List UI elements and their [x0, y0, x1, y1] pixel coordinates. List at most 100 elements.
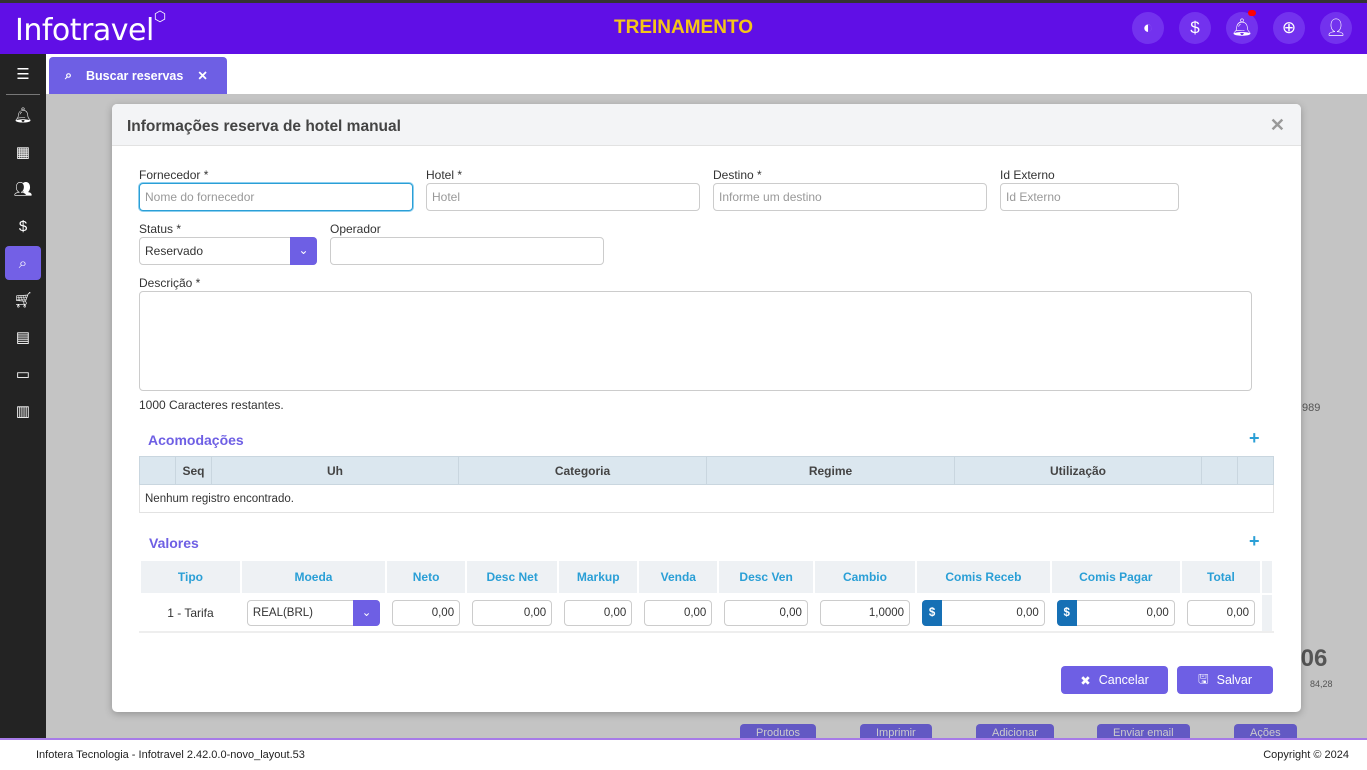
col-header: Categoria [458, 456, 707, 485]
sidebar: ☰ 🔔︎ ▦ 👥︎ $ ⌕ 🛒︎ ▤ ▭ ▥ [0, 54, 46, 738]
destino-label: Destino * [713, 168, 762, 182]
col-header [139, 456, 176, 485]
col-header: Uh [211, 456, 459, 485]
menu-icon[interactable]: ☰ [16, 66, 30, 83]
divider [6, 94, 40, 95]
hotel-input[interactable]: Hotel [426, 183, 700, 211]
col-header: Seq [175, 456, 212, 485]
save-icon: 🖫 [1197, 671, 1209, 686]
user-icon[interactable]: 👤︎ [1320, 12, 1352, 44]
tab-label: Buscar reservas [86, 68, 184, 83]
hotel-label: Hotel * [426, 168, 463, 182]
empty-message: Nenhum registro encontrado. [139, 484, 1274, 513]
col-header [1237, 456, 1274, 485]
operador-input[interactable] [330, 237, 604, 265]
globe-icon[interactable]: ⊕ [1273, 12, 1305, 44]
add-valor-icon[interactable]: + [1249, 531, 1260, 551]
building-icon[interactable]: ▦ [15, 144, 31, 161]
save-button[interactable]: 🖫 Salvar [1177, 666, 1273, 694]
top-header: Infotravel⬡ TREINAMENTO ◐ $ 🔔︎ ⊕ 👤︎ [0, 0, 1367, 54]
modal-title: Informações reserva de hotel manual [127, 118, 401, 135]
bell-icon[interactable]: 🔔︎ [1226, 10, 1258, 44]
col-header: Utilização [954, 456, 1202, 485]
chevron-down-icon[interactable]: ⌄ [353, 600, 381, 626]
cube-icon: ⬡ [153, 9, 166, 25]
status-label: Status * [139, 222, 182, 236]
document-icon[interactable]: ▤ [15, 329, 31, 346]
destino-input[interactable]: Informe um destino [713, 183, 987, 211]
chevron-down-icon[interactable]: ⌄ [290, 237, 317, 265]
dollar-icon: $ [1056, 600, 1077, 626]
cart-icon[interactable]: 🛒︎ [13, 292, 33, 309]
col-header [1201, 456, 1238, 485]
close-icon[interactable]: ✕ [1269, 115, 1285, 135]
desc-net-input[interactable]: 0,00 [472, 600, 553, 626]
fornecedor-label: Fornecedor * [139, 168, 209, 182]
scroll-gutter [1260, 593, 1274, 633]
col-header: Desc Ven [717, 559, 815, 595]
operador-label: Operador [330, 222, 381, 236]
cancel-label: Cancelar [1098, 673, 1149, 687]
dollar-icon[interactable]: $ [18, 217, 28, 235]
cambio-input[interactable]: 1,0000 [819, 600, 911, 626]
modal-header: Informações reserva de hotel manual ✕ [112, 104, 1301, 146]
tipo-cell: 1 - Tarifa [139, 593, 242, 633]
logo[interactable]: Infotravel⬡ [15, 9, 166, 48]
add-acomodacao-icon[interactable]: + [1249, 428, 1260, 448]
moeda-value: REAL(BRL) [252, 607, 313, 619]
money-icon[interactable]: ▭ [15, 366, 31, 383]
col-header: Comis Receb [915, 559, 1052, 595]
comis-receb-value: 0,00 [1016, 607, 1039, 619]
acomodacoes-table: Seq Uh Categoria Regime Utilização Nenhu… [139, 456, 1274, 513]
search-icon: ⌕ [65, 68, 73, 82]
cancel-button[interactable]: ✖ Cancelar [1061, 666, 1168, 694]
desc-ven-input[interactable]: 0,00 [724, 600, 808, 626]
theme-icon[interactable]: ◐ [1132, 12, 1164, 44]
descricao-textarea[interactable] [139, 291, 1252, 391]
chars-remaining: 1000 Caracteres restantes. [139, 398, 284, 412]
tab-buscar-reservas[interactable]: ⌕ Buscar reservas ✕ [49, 57, 227, 94]
search-icon[interactable]: ⌕ [5, 246, 41, 280]
footer-version: Infotera Tecnologia - Infotravel 2.42.0.… [36, 749, 305, 761]
col-header: Regime [706, 456, 955, 485]
chart-icon[interactable]: ▥ [15, 403, 31, 420]
users-icon[interactable]: 👥︎ [13, 181, 33, 198]
venda-input[interactable]: 0,00 [644, 600, 713, 626]
id-externo-input[interactable]: Id Externo [1000, 183, 1179, 211]
bell-icon[interactable]: 🔔︎ [13, 107, 33, 124]
notification-dot [1248, 10, 1256, 16]
fornecedor-input[interactable]: Nome do fornecedor [139, 183, 413, 211]
comis-pagar-input[interactable]: $0,00 [1056, 600, 1175, 626]
col-header: Comis Pagar [1049, 559, 1182, 595]
scroll-gutter [1260, 559, 1274, 595]
col-header: Moeda [239, 559, 388, 595]
footer-copyright: Copyright © 2024 [1263, 749, 1349, 761]
dollar-icon: $ [922, 600, 943, 626]
dollar-icon[interactable]: $ [1179, 12, 1211, 44]
save-label: Salvar [1216, 673, 1253, 687]
acomodacoes-title: Acomodações [148, 432, 244, 448]
descricao-label: Descrição * [139, 276, 201, 290]
close-icon[interactable]: ✕ [197, 69, 208, 83]
neto-input[interactable]: 0,00 [392, 600, 461, 626]
valores-table: Tipo Moeda Neto Desc Net Markup Venda Desc Ven… [139, 559, 1274, 633]
background-subtotal: 84,28 [1310, 679, 1333, 689]
valores-title: Valores [149, 535, 199, 551]
col-header: Desc Net [465, 559, 560, 595]
logo-text: Infotravel [15, 13, 154, 48]
background-code: 989 [1302, 402, 1321, 414]
comis-receb-input[interactable]: $0,00 [922, 600, 1045, 626]
col-header: Total [1179, 559, 1263, 595]
close-icon: ✖ [1080, 673, 1091, 688]
col-header: Venda [637, 559, 720, 595]
markup-input[interactable]: 0,00 [564, 600, 633, 626]
col-header: Neto [385, 559, 468, 595]
comis-pagar-value: 0,00 [1146, 607, 1169, 619]
environment-title: TREINAMENTO [614, 17, 753, 38]
table-row: 1 - Tarifa REAL(BRL) ⌄ 0,00 0,00 0,00 0,0… [139, 593, 1274, 633]
moeda-select[interactable]: REAL(BRL) ⌄ [246, 600, 381, 626]
id-externo-label: Id Externo [1000, 168, 1055, 182]
status-select[interactable]: Reservado ⌄ [139, 237, 317, 265]
total-input[interactable]: 0,00 [1186, 600, 1255, 626]
col-header: Markup [557, 559, 640, 595]
